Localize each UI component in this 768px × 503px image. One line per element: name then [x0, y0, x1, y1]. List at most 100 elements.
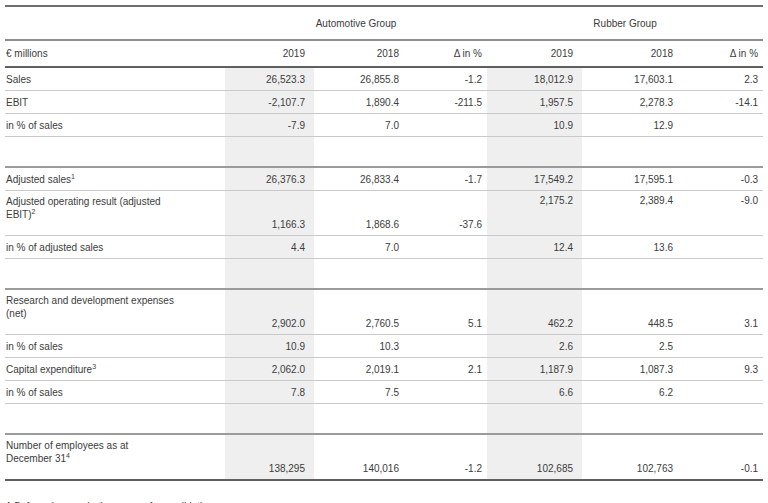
column-header-row: € millions 2019 2018 Δ in % 2019 2018 Δ …: [5, 40, 763, 67]
row-capex-pct: in % of sales 7.8 7.5 6.6 6.2: [5, 381, 763, 404]
rnd-pct-rubber-delta: [682, 335, 763, 358]
sales-rubber-2018: 17,603.1: [582, 67, 682, 91]
ebit-auto-delta: -211.5: [408, 91, 487, 114]
group-header-row: Automotive Group Rubber Group: [5, 6, 763, 40]
row-capex: Capital expenditure3 2,062.0 2,019.1 2.1…: [5, 358, 763, 381]
rnd-rubber-delta: 3.1: [682, 289, 763, 335]
col-auto-2019: 2019: [225, 40, 314, 67]
capex-pct-auto-2019: 7.8: [225, 381, 314, 404]
adjusted-sales-auto-2018: 26,833.4: [314, 167, 408, 191]
adjusted-ebit-pct-auto-delta: [408, 236, 487, 259]
ebit-pct-rubber-delta: [682, 114, 763, 137]
employees-rubber-delta: -0.1: [682, 434, 763, 480]
row-employees: Number of employees as at December 314 1…: [5, 434, 763, 480]
adjusted-ebit-auto-2018: 1,868.6: [314, 191, 408, 236]
sales-auto-delta: -1.2: [408, 67, 487, 91]
row-label-rnd-pct: in % of sales: [5, 335, 225, 358]
ebit-pct-auto-delta: [408, 114, 487, 137]
row-label-adjusted-ebit-pct: in % of adjusted sales: [5, 236, 225, 259]
adjusted-sales-auto-delta: -1.7: [408, 167, 487, 191]
row-rnd-pct: in % of sales 10.9 10.3 2.6 2.5: [5, 335, 763, 358]
adjusted-ebit-pct-auto-2019: 4.4: [225, 236, 314, 259]
ebit-pct-rubber-2018: 12.9: [582, 114, 682, 137]
adjusted-sales-auto-2019: 26,376.3: [225, 167, 314, 191]
row-adjusted-sales: Adjusted sales1 26,376.3 26,833.4 -1.7 1…: [5, 167, 763, 191]
adjusted-sales-rubber-2019: 17,549.2: [487, 167, 582, 191]
employees-rubber-2019: 102,685: [487, 434, 582, 480]
group-header-spacer: [5, 6, 225, 40]
capex-rubber-delta: 9.3: [682, 358, 763, 381]
row-label-employees: Number of employees as at December 314: [5, 434, 225, 480]
unit-label: € millions: [5, 40, 225, 67]
sales-auto-2018: 26,855.8: [314, 67, 408, 91]
adjusted-ebit-rubber-2019: 2,175.2: [487, 191, 582, 236]
adjusted-ebit-auto-delta: -37.6: [408, 191, 487, 236]
row-ebit-pct: in % of sales -7.9 7.0 10.9 12.9: [5, 114, 763, 137]
sales-rubber-2019: 18,012.9: [487, 67, 582, 91]
col-auto-2018: 2018: [314, 40, 408, 67]
row-label-capex: Capital expenditure3: [5, 358, 225, 381]
rnd-rubber-2018: 448.5: [582, 289, 682, 335]
ebit-pct-auto-2019: -7.9: [225, 114, 314, 137]
capex-pct-rubber-2018: 6.2: [582, 381, 682, 404]
ebit-pct-rubber-2019: 10.9: [487, 114, 582, 137]
adjusted-sales-rubber-delta: -0.3: [682, 167, 763, 191]
ebit-rubber-delta: -14.1: [682, 91, 763, 114]
row-ebit: EBIT -2,107.7 1,890.4 -211.5 1,957.5 2,2…: [5, 91, 763, 114]
ebit-auto-2018: 1,890.4: [314, 91, 408, 114]
row-label-sales: Sales: [5, 67, 225, 91]
row-label-adjusted-sales: Adjusted sales1: [5, 167, 225, 191]
sales-auto-2019: 26,523.3: [225, 67, 314, 91]
row-label-adjusted-ebit: Adjusted operating result (adjusted EBIT…: [5, 191, 225, 236]
adjusted-ebit-rubber-2018: 2,389.4: [582, 191, 682, 236]
row-adjusted-ebit: Adjusted operating result (adjusted EBIT…: [5, 191, 763, 236]
capex-pct-auto-2018: 7.5: [314, 381, 408, 404]
capex-auto-delta: 2.1: [408, 358, 487, 381]
row-adjusted-ebit-pct: in % of adjusted sales 4.4 7.0 12.4 13.6: [5, 236, 763, 259]
rnd-rubber-2019: 462.2: [487, 289, 582, 335]
row-label-rnd-expenses: Research and development expenses (net): [5, 289, 225, 335]
rnd-auto-2019: 2,902.0: [225, 289, 314, 335]
ebit-pct-auto-2018: 7.0: [314, 114, 408, 137]
employees-auto-2019: 138,295: [225, 434, 314, 480]
capex-rubber-2018: 1,087.3: [582, 358, 682, 381]
employees-rubber-2018: 102,763: [582, 434, 682, 480]
capex-pct-auto-delta: [408, 381, 487, 404]
rnd-auto-2018: 2,760.5: [314, 289, 408, 335]
row-label-ebit-pct: in % of sales: [5, 114, 225, 137]
rnd-pct-auto-delta: [408, 335, 487, 358]
capex-pct-rubber-2019: 6.6: [487, 381, 582, 404]
adjusted-sales-rubber-2018: 17,595.1: [582, 167, 682, 191]
rnd-pct-auto-2018: 10.3: [314, 335, 408, 358]
rnd-pct-auto-2019: 10.9: [225, 335, 314, 358]
capex-auto-2019: 2,062.0: [225, 358, 314, 381]
rnd-pct-rubber-2019: 2.6: [487, 335, 582, 358]
segment-results-table: Automotive Group Rubber Group € millions…: [5, 5, 763, 481]
employees-auto-delta: -1.2: [408, 434, 487, 480]
ebit-rubber-2019: 1,957.5: [487, 91, 582, 114]
rnd-auto-delta: 5.1: [408, 289, 487, 335]
financial-table-page: Automotive Group Rubber Group € millions…: [5, 0, 763, 503]
sales-rubber-delta: 2.3: [682, 67, 763, 91]
col-rubber-2019: 2019: [487, 40, 582, 67]
row-label-capex-pct: in % of sales: [5, 381, 225, 404]
adjusted-ebit-auto-2019: 1,166.3: [225, 191, 314, 236]
row-sales: Sales 26,523.3 26,855.8 -1.2 18,012.9 17…: [5, 67, 763, 91]
capex-rubber-2019: 1,187.9: [487, 358, 582, 381]
adjusted-ebit-pct-rubber-delta: [682, 236, 763, 259]
capex-pct-rubber-delta: [682, 381, 763, 404]
col-auto-delta: Δ in %: [408, 40, 487, 67]
group-header-rubber: Rubber Group: [487, 6, 763, 40]
col-rubber-delta: Δ in %: [682, 40, 763, 67]
rnd-pct-rubber-2018: 2.5: [582, 335, 682, 358]
adjusted-ebit-pct-rubber-2018: 13.6: [582, 236, 682, 259]
section-spacer: [5, 259, 763, 290]
capex-auto-2018: 2,019.1: [314, 358, 408, 381]
group-header-automotive: Automotive Group: [225, 6, 487, 40]
ebit-rubber-2018: 2,278.3: [582, 91, 682, 114]
ebit-auto-2019: -2,107.7: [225, 91, 314, 114]
row-label-ebit: EBIT: [5, 91, 225, 114]
employees-auto-2018: 140,016: [314, 434, 408, 480]
row-rnd-expenses: Research and development expenses (net) …: [5, 289, 763, 335]
adjusted-ebit-rubber-delta: -9.0: [682, 191, 763, 236]
